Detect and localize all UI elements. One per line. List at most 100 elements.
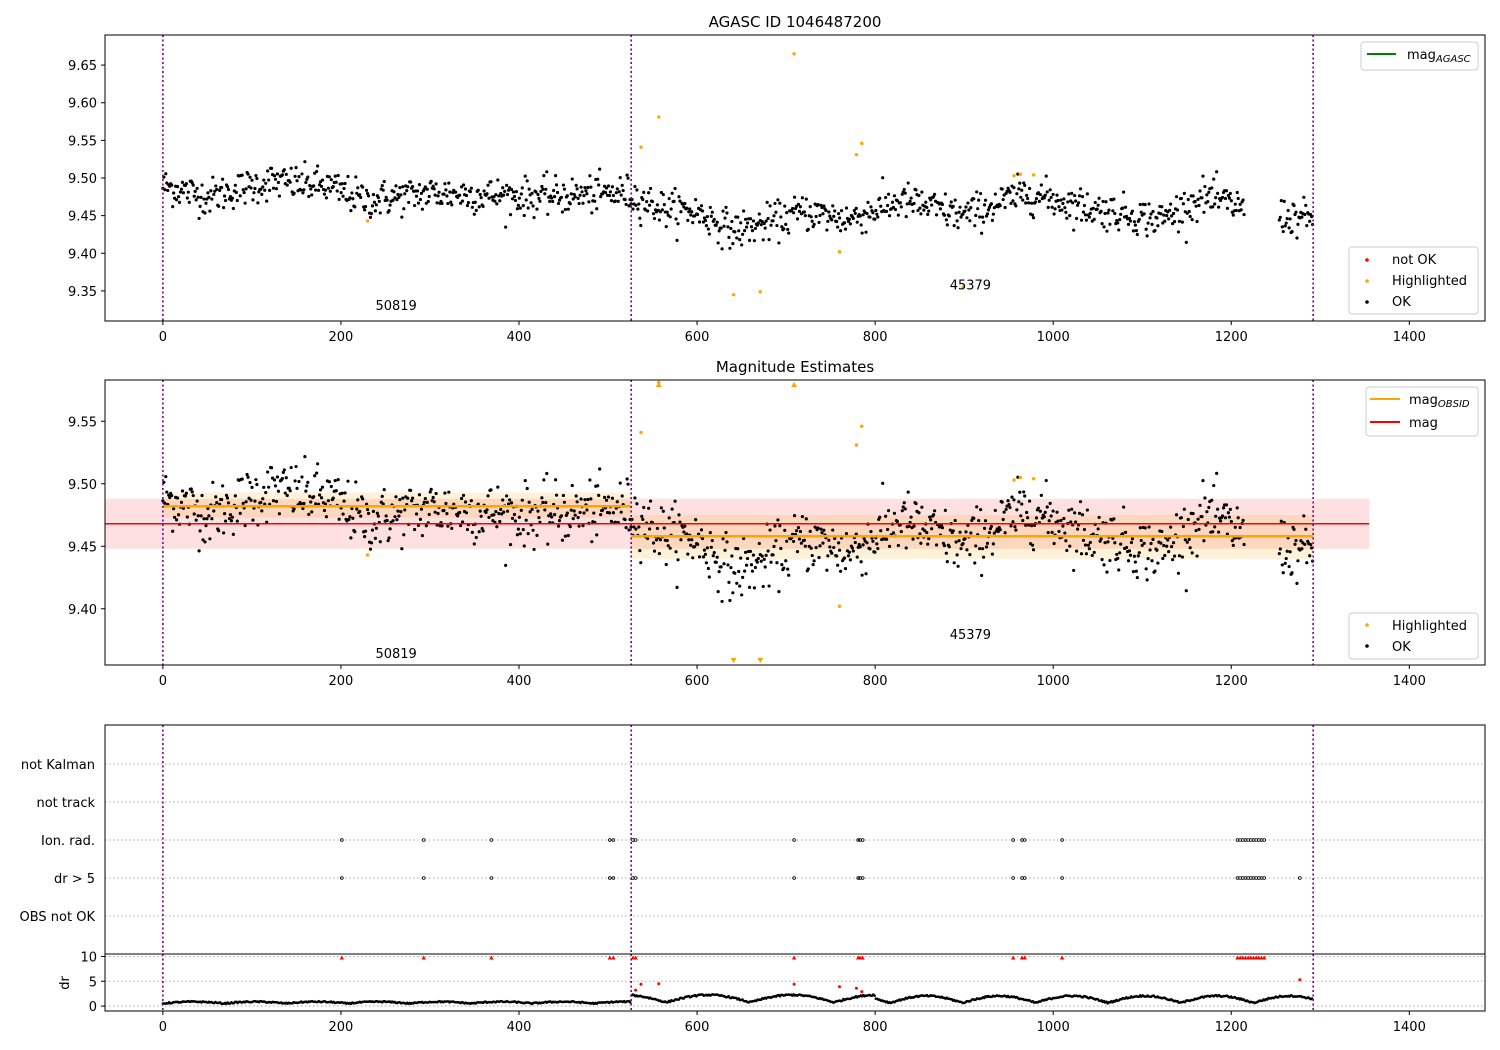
ok-point: [326, 186, 330, 190]
ok-point: [1018, 490, 1022, 494]
ok-point: [588, 478, 592, 482]
ok-point: [1019, 195, 1023, 199]
ok-point: [275, 475, 280, 479]
ok-point: [634, 203, 638, 207]
ok-point: [837, 211, 841, 216]
ok-point: [369, 212, 374, 216]
ok-point: [1198, 189, 1202, 193]
ok-point: [1210, 186, 1214, 190]
ok-point: [283, 491, 287, 495]
x-tick-label: 1200: [1215, 1020, 1248, 1035]
ok-point: [365, 507, 370, 512]
ok-point: [1010, 495, 1014, 499]
ok-point: [838, 548, 842, 552]
ok-point: [196, 195, 200, 199]
ok-point: [1215, 170, 1219, 174]
ok-point: [359, 195, 363, 200]
ok-point: [638, 216, 642, 220]
ok-point: [293, 174, 297, 178]
ok-point: [1059, 518, 1063, 523]
ok-point: [735, 581, 739, 585]
ok-points: [161, 455, 1315, 604]
ok-point: [1177, 219, 1182, 223]
ok-point: [641, 517, 645, 522]
ok-point: [1187, 209, 1191, 214]
ok-point: [810, 553, 814, 558]
ok-point: [522, 213, 526, 218]
ok-point: [499, 507, 503, 512]
ok-point: [517, 515, 521, 519]
ok-point: [902, 187, 906, 192]
ok-point: [860, 231, 864, 235]
ok-point: [1155, 216, 1159, 220]
ok-point: [334, 489, 338, 493]
ok-point: [1231, 213, 1235, 217]
ok-point: [414, 194, 419, 198]
ok-point: [244, 187, 248, 191]
ok-point: [618, 176, 622, 180]
ok-point: [930, 527, 934, 531]
ok-point: [959, 547, 963, 551]
ok-point: [317, 493, 322, 497]
legend-subscript: OBSID: [1438, 399, 1470, 410]
ok-point: [1205, 193, 1209, 197]
ok-point: [773, 201, 777, 206]
ok-point: [724, 205, 728, 209]
ok-point: [339, 191, 343, 195]
ok-point: [820, 531, 824, 535]
ok-point: [719, 565, 723, 569]
ok-point: [376, 514, 380, 518]
ok-point: [768, 528, 772, 532]
ok-point: [904, 546, 908, 550]
ok-point: [572, 509, 576, 513]
ok-point: [918, 532, 922, 536]
ok-point: [382, 488, 386, 492]
panel-title: AGASC ID 1046487200: [709, 13, 882, 31]
ok-point: [927, 537, 931, 541]
ok-point: [437, 190, 441, 194]
ok-point: [246, 172, 250, 176]
ok-point: [539, 189, 543, 194]
ok-point: [906, 181, 910, 185]
ok-point: [715, 555, 719, 559]
ok-point: [869, 530, 873, 534]
ok-point: [243, 201, 247, 205]
ok-point: [388, 203, 392, 207]
ok-point: [505, 183, 509, 187]
ok-point: [489, 180, 493, 184]
ok-point: [554, 493, 559, 497]
ok-point: [576, 196, 580, 200]
ok-point: [806, 227, 810, 231]
ok-point: [1223, 516, 1228, 520]
ok-point: [396, 192, 400, 197]
obsid-label: 45379: [950, 628, 991, 643]
ok-point: [293, 479, 297, 483]
ok-point: [420, 533, 424, 538]
ok-point: [224, 493, 229, 497]
ok-point: [1280, 225, 1284, 229]
ok-point: [868, 215, 872, 219]
ok-point: [289, 166, 293, 170]
ok-point: [1197, 527, 1201, 531]
ok-point: [847, 217, 851, 221]
ok-point: [895, 519, 899, 524]
ok-point: [429, 179, 433, 183]
ok-point: [553, 513, 557, 517]
ok-point: [210, 197, 214, 201]
highlighted-point: [639, 145, 643, 149]
legend-box: [1348, 612, 1479, 660]
ok-point: [1026, 196, 1030, 201]
ok-point: [767, 237, 771, 242]
ok-point: [1231, 543, 1235, 547]
ok-point: [1137, 217, 1141, 222]
ok-point: [568, 202, 572, 206]
ok-point: [494, 193, 498, 197]
ok-point: [1296, 559, 1300, 563]
ok-point: [1195, 219, 1199, 224]
ok-point: [285, 183, 289, 187]
ok-point: [476, 502, 480, 506]
ok-point: [556, 201, 561, 206]
ok-point: [964, 530, 968, 534]
